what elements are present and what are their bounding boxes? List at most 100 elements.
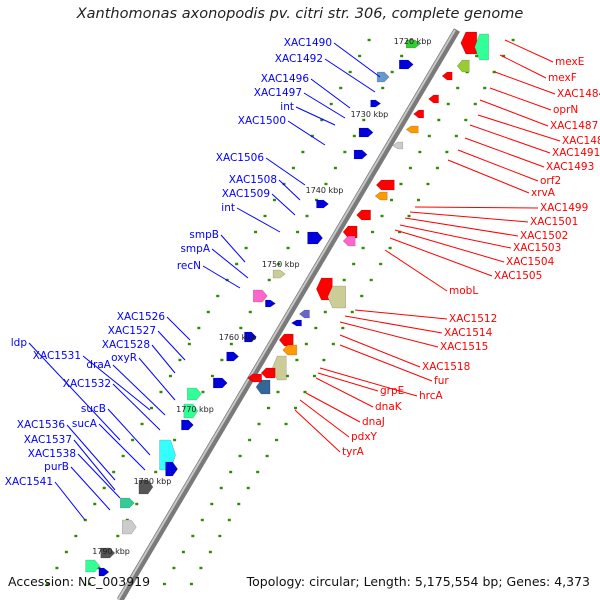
forward-gene-label[interactable]: purB	[44, 461, 69, 473]
tick-dash	[295, 358, 299, 362]
forward-gene-label[interactable]: XAC1538	[28, 448, 76, 460]
forward-gene-label[interactable]: int	[221, 202, 235, 214]
tick-dash	[121, 454, 125, 458]
reverse-gene-label[interactable]: pdxY	[351, 431, 378, 443]
reverse-leader-line	[315, 377, 374, 408]
forward-leader-line	[310, 78, 351, 109]
tick-dash	[456, 86, 460, 90]
tick-dash	[341, 326, 345, 330]
tick-dash	[238, 454, 242, 458]
reverse-gene-label[interactable]: mobL	[449, 285, 478, 297]
forward-gene-label[interactable]: XAC1497	[254, 87, 302, 99]
reverse-gene-label[interactable]: orf2	[540, 175, 561, 187]
forward-gene-label[interactable]: XAC1506	[216, 152, 265, 164]
tick-dash	[446, 102, 450, 106]
forward-gene-label[interactable]: XAC1500	[238, 115, 286, 127]
forward-gene-feature	[165, 461, 178, 477]
gene-labels[interactable]: XAC1490 XAC1492 XAC1496 XAC1497 int XAC1500 XA…	[5, 37, 600, 488]
forward-leader-line	[220, 234, 246, 263]
forward-gene-feature-shape	[316, 199, 329, 209]
forward-gene-label[interactable]: XAC1492	[275, 53, 323, 65]
forward-gene-feature	[272, 269, 286, 279]
reverse-gene-label[interactable]: XAC1518	[422, 361, 470, 373]
reverse-gene-feature	[405, 125, 419, 134]
backbone-line	[116, 28, 461, 600]
tick-dash	[331, 342, 335, 346]
forward-gene-feature-shape	[272, 269, 286, 279]
reverse-gene-label[interactable]: XAC1504	[506, 256, 555, 268]
reverse-gene-label[interactable]: mexF	[548, 72, 577, 84]
reverse-gene-label[interactable]: tyrA	[342, 446, 365, 458]
forward-gene-feature	[376, 71, 390, 83]
forward-gene-label[interactable]: recN	[177, 260, 201, 272]
forward-leader-line	[70, 466, 111, 511]
reverse-gene-label[interactable]: XAC1487	[550, 120, 598, 132]
forward-leader-line	[295, 106, 336, 126]
forward-gene-label[interactable]: XAC1541	[5, 476, 53, 488]
forward-gene-label[interactable]: XAC1490	[284, 37, 332, 49]
forward-gene-label[interactable]: XAC1536	[17, 419, 66, 431]
reverse-gene-label[interactable]: XAC1491	[552, 147, 600, 159]
forward-gene-label[interactable]: int	[280, 101, 294, 113]
tick-dash	[229, 342, 233, 346]
forward-gene-feature	[358, 127, 374, 138]
forward-gene-label[interactable]: XAC1532	[63, 378, 111, 390]
reverse-gene-label[interactable]: grpE	[380, 385, 404, 397]
reverse-gene-label[interactable]: mexE	[555, 56, 584, 68]
reverse-gene-label[interactable]: XAC1515	[440, 341, 488, 353]
reverse-gene-label[interactable]: XAC1514	[444, 327, 493, 339]
reverse-leader-line	[339, 334, 421, 368]
forward-leader-line	[82, 355, 151, 411]
reverse-gene-label[interactable]: XAC1502	[520, 230, 568, 242]
tick-dash	[473, 102, 477, 106]
reverse-gene-label[interactable]: XAC1499	[540, 202, 588, 214]
forward-gene-label[interactable]: sucA	[72, 418, 98, 430]
forward-gene-label[interactable]: smpA	[180, 243, 210, 255]
reverse-gene-label[interactable]: oprN	[553, 104, 578, 116]
forward-gene-label[interactable]: ldp	[11, 337, 28, 349]
forward-gene-feature-shape	[100, 547, 116, 559]
forward-gene-feature-shape	[353, 149, 368, 160]
tick-dash	[475, 54, 479, 58]
tick-dash	[154, 470, 158, 474]
genome-summary-text: Topology: circular; Length: 5,175,554 bp…	[246, 574, 590, 589]
forward-gene-label[interactable]: XAC1508	[229, 174, 277, 186]
forward-leader-line	[166, 316, 191, 341]
forward-gene-label[interactable]: sucB	[81, 403, 106, 415]
reverse-gene-label[interactable]: fur	[434, 375, 449, 387]
reverse-gene-label[interactable]: dnaJ	[362, 416, 385, 428]
forward-leader-line	[54, 481, 86, 521]
reverse-gene-label[interactable]: XAC1505	[494, 270, 542, 282]
forward-gene-label[interactable]: XAC1528	[102, 339, 150, 351]
forward-gene-label[interactable]: XAC1537	[24, 434, 72, 446]
forward-gene-label[interactable]: XAC1526	[117, 311, 166, 323]
reverse-gene-label[interactable]: xrvA	[531, 187, 556, 199]
forward-gene-label[interactable]: draA	[86, 359, 111, 371]
tick-dash	[64, 550, 68, 554]
reverse-gene-feature-shape	[375, 179, 395, 191]
forward-gene-label[interactable]: oxyR	[111, 352, 137, 364]
reverse-gene-label[interactable]: hrcA	[419, 390, 444, 402]
reverse-gene-label[interactable]: XAC1512	[449, 313, 497, 325]
forward-gene-label[interactable]: smpB	[189, 229, 219, 241]
reverse-gene-feature	[356, 209, 371, 221]
reverse-leader-line	[409, 211, 529, 223]
forward-gene-feature	[85, 559, 101, 573]
forward-gene-label[interactable]: XAC1531	[33, 350, 81, 362]
reverse-gene-label[interactable]: XAC1501	[530, 216, 578, 228]
reverse-gene-label[interactable]: XAC1503	[513, 242, 561, 254]
tick-dash	[418, 150, 422, 154]
reverse-gene-label[interactable]: XAC1493	[546, 161, 594, 173]
forward-gene-label[interactable]: XAC1496	[261, 73, 310, 85]
reverse-gene-label[interactable]: XAC1489	[562, 135, 600, 147]
reverse-gene-label[interactable]: dnaK	[375, 401, 403, 413]
forward-gene-label[interactable]: XAC1509	[222, 188, 270, 200]
tick-dash	[296, 230, 300, 234]
reverse-gene-label[interactable]: XAC1484	[557, 88, 600, 100]
forward-gene-label[interactable]: XAC1527	[108, 325, 156, 337]
tick-dash	[304, 342, 308, 346]
tick-dash	[257, 422, 261, 426]
tick-dash	[381, 86, 385, 90]
reverse-leader-line	[339, 344, 433, 382]
tick-dash	[435, 166, 439, 170]
